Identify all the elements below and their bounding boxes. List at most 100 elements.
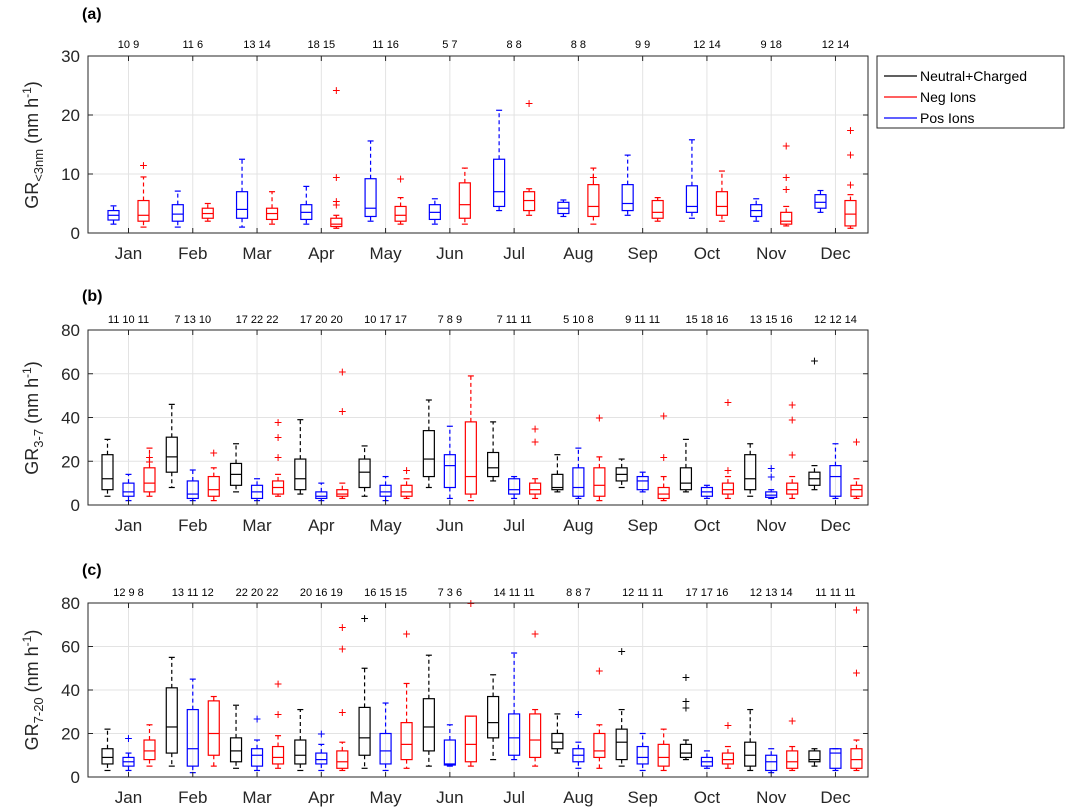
box-iqr: [464, 421, 477, 495]
panel-label: (b): [82, 288, 102, 305]
box-iqr: [508, 478, 521, 495]
box-iqr: [744, 741, 757, 767]
y-axis-label-unit: (nm h: [22, 98, 42, 149]
x-tick-label-apr: Apr: [308, 516, 335, 535]
box-pos-jul: [493, 109, 506, 212]
box-iqr: [587, 184, 600, 218]
box-neg-nov: +++: [786, 396, 799, 500]
outlier-marker: +: [724, 462, 732, 478]
box-pos-may: [364, 140, 377, 222]
box-iqr: [679, 743, 693, 759]
y-axis-label: GR7-20 (nm h-1): [20, 630, 46, 751]
legend-label-neg-ions: Neg Ions: [920, 89, 976, 105]
sample-count: 11 11 11: [815, 587, 855, 599]
box-iqr: [636, 745, 649, 765]
box-iqr: [315, 752, 328, 765]
box-pos-nov: ++: [765, 460, 778, 500]
y-axis-label-superscript: -1: [20, 367, 34, 378]
box-neg-oct: [715, 170, 729, 222]
series-neg: ++++++++++++ ++++++++: [143, 364, 863, 502]
box-iqr: [294, 739, 307, 765]
legend-box: [876, 55, 1065, 129]
outlier-marker: +: [332, 197, 340, 213]
box-neutral-nov: [744, 443, 757, 497]
outlier-marker: +: [852, 665, 860, 681]
outlier-marker: +: [332, 82, 340, 98]
outlier-marker: +: [782, 138, 790, 154]
sample-count: 12 13 14: [750, 587, 793, 599]
box-neutral-nov: [744, 708, 757, 772]
box-neutral-oct: [679, 438, 693, 493]
box-neg-may: +: [394, 171, 407, 225]
box-iqr: [850, 748, 863, 769]
box-iqr: [529, 482, 542, 495]
box-pos-may: [379, 702, 392, 772]
box-pos-feb: [171, 190, 184, 228]
box-iqr: [458, 182, 471, 219]
outlier-marker: +: [274, 449, 282, 465]
box-iqr: [780, 211, 793, 225]
box-iqr: [464, 715, 477, 763]
series-neg: ++++++++++++++: [137, 82, 857, 229]
outlier-marker: +: [618, 643, 626, 659]
x-tick-label-jul: Jul: [503, 788, 525, 807]
box-pos-apr: [300, 185, 313, 225]
x-tick-label-jun: Jun: [436, 516, 463, 535]
y-tick-label: 0: [71, 224, 80, 243]
sample-count: 8 8: [506, 39, 521, 51]
box-pos-jul: [508, 475, 521, 500]
box-neutral-mar: [229, 443, 243, 493]
box-pos-sep: [636, 471, 649, 493]
y-tick-label: 20: [61, 725, 80, 744]
sample-count: 7 3 6: [438, 587, 462, 599]
box-neg-jan: +: [137, 157, 150, 228]
outlier-marker: +: [332, 193, 340, 209]
y-axis-label-unit: (nm h: [22, 646, 42, 697]
box-pos-mar: +: [250, 710, 264, 772]
box-iqr: [229, 737, 243, 763]
box-iqr: [137, 199, 150, 222]
y-axis-label-subscript: <3nm: [31, 149, 46, 182]
sample-count: 9 11 11: [625, 314, 660, 326]
outlier-marker: +: [531, 420, 539, 436]
x-tick-label-oct: Oct: [694, 516, 721, 535]
legend-label-pos-ions: Pos Ions: [920, 110, 974, 126]
y-tick-label: 20: [61, 106, 80, 125]
box-iqr: [101, 454, 114, 491]
outlier-marker: +: [274, 429, 282, 445]
box-pos-nov: [765, 748, 778, 774]
outlier-marker: +: [360, 610, 368, 626]
sample-count: 12 9 8: [113, 587, 144, 599]
box-iqr: [657, 743, 670, 767]
sample-count: 7 8 9: [438, 314, 462, 326]
box-iqr: [143, 739, 156, 761]
box-neg-may: +: [400, 625, 413, 769]
box-pos-aug: [572, 447, 585, 500]
box-neutral-jul: [487, 674, 500, 761]
outlier-marker: +: [210, 445, 218, 461]
box-neg-aug: +: [593, 662, 606, 769]
box-neutral-aug: [551, 713, 564, 754]
box-neutral-jun: [422, 654, 435, 767]
box-iqr: [122, 482, 135, 497]
box-neutral-feb: [165, 403, 178, 489]
sample-count: 10 9: [118, 39, 139, 51]
outlier-marker: +: [810, 353, 818, 369]
box-iqr: [529, 713, 542, 759]
outlier-marker: +: [660, 449, 668, 465]
box-iqr: [336, 750, 349, 769]
box-iqr: [685, 185, 699, 213]
outlier-marker: +: [274, 675, 282, 691]
sample-count: 12 14: [822, 39, 850, 51]
panel-label: (a): [82, 6, 102, 23]
x-tick-label-apr: Apr: [308, 244, 335, 263]
box-neutral-jul: [487, 421, 500, 482]
y-axis-label-unit: (nm h: [22, 378, 42, 429]
box-iqr: [315, 491, 328, 500]
box-iqr: [786, 482, 799, 495]
box-iqr: [829, 748, 842, 769]
